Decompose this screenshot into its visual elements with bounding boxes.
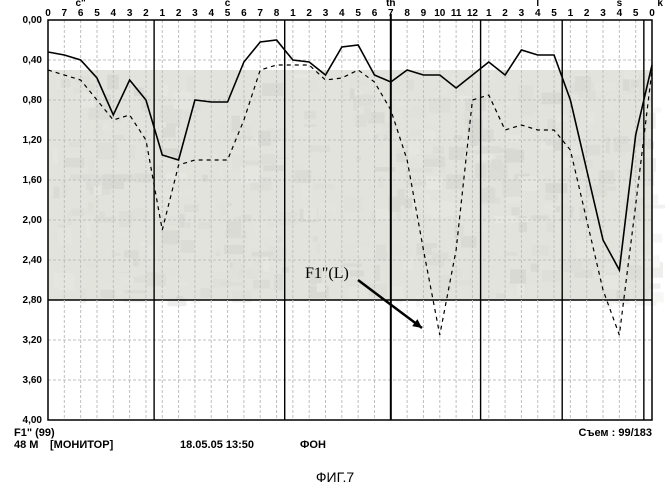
x-tick-label: 8	[274, 8, 280, 19]
y-tick-label: 2,80	[23, 295, 43, 306]
x-group-label: c	[225, 0, 231, 9]
y-tick-label: 4,00	[23, 415, 43, 426]
x-tick-label: 4	[617, 8, 623, 19]
y-tick-label: 1,60	[23, 175, 43, 186]
x-tick-label: 4	[208, 8, 214, 19]
x-group-label: l	[536, 0, 539, 9]
x-group-label: c"	[75, 0, 86, 9]
y-tick-label: 2,40	[23, 255, 43, 266]
x-tick-label: 2	[584, 8, 590, 19]
y-tick-label: 0,80	[23, 95, 43, 106]
x-tick-label: 7	[62, 8, 68, 19]
x-tick-label: 4	[111, 8, 117, 19]
x-tick-label: 10	[434, 8, 446, 19]
x-tick-label: 8	[404, 8, 410, 19]
x-tick-label: 3	[323, 8, 329, 19]
footer-line2-date: 18.05.05 13:50	[180, 439, 254, 451]
x-tick-label: 1	[159, 8, 165, 19]
footer-line2-b: [МОНИТОР]	[50, 439, 114, 451]
x-tick-label: 4	[339, 8, 345, 19]
x-tick-label: 5	[551, 8, 557, 19]
y-tick-label: 0,40	[23, 55, 43, 66]
x-tick-label: 2	[176, 8, 182, 19]
x-tick-label: 7	[257, 8, 263, 19]
x-tick-label: 1	[568, 8, 574, 19]
figure-caption: ФИГ.7	[316, 469, 354, 485]
y-tick-label: 3,20	[23, 335, 43, 346]
x-group-label: k	[657, 0, 663, 9]
x-tick-label: 5	[355, 8, 361, 19]
x-tick-label: 5	[94, 8, 100, 19]
x-tick-label: 3	[600, 8, 606, 19]
x-tick-label: 1	[486, 8, 492, 19]
x-tick-label: 12	[467, 8, 479, 19]
x-tick-label: 6	[78, 8, 84, 19]
x-tick-label: 3	[192, 8, 198, 19]
x-tick-label: 11	[451, 8, 462, 19]
x-tick-label: 6	[241, 8, 247, 19]
x-tick-label: 4	[535, 8, 541, 19]
footer-line1-left: F1" (99)	[14, 427, 55, 439]
x-tick-label: 3	[519, 8, 525, 19]
y-tick-label: 2,00	[23, 215, 43, 226]
y-tick-label: 3,60	[23, 375, 43, 386]
x-tick-label: 0	[45, 8, 51, 19]
x-tick-label: 2	[502, 8, 508, 19]
line-chart: 0,00 0,40 0,80 1,20 1,60 2,00 2,40 2,80 3,20 3,60…	[0, 0, 670, 500]
x-group-label: th	[386, 0, 395, 9]
annotation-label: F1"(L)	[305, 265, 349, 282]
y-tick-label: 1,20	[23, 135, 43, 146]
x-tick-label: 5	[225, 8, 231, 19]
x-group-label: s	[617, 0, 623, 9]
x-tick-label: 9	[421, 8, 427, 19]
x-tick-label: 2	[306, 8, 312, 19]
footer-line2-mode: ФОН	[300, 439, 326, 451]
y-tick-label: 0,00	[23, 15, 43, 26]
x-tick-label: 0	[649, 8, 655, 19]
footer-line1-right: Съем : 99/183	[579, 427, 653, 439]
footer-line2-a: 48 М	[14, 439, 38, 451]
x-tick-label: 5	[633, 8, 639, 19]
x-tick-label: 6	[372, 8, 378, 19]
x-tick-label: 2	[143, 8, 149, 19]
x-tick-label: 1	[290, 8, 296, 19]
x-tick-label: 3	[127, 8, 133, 19]
